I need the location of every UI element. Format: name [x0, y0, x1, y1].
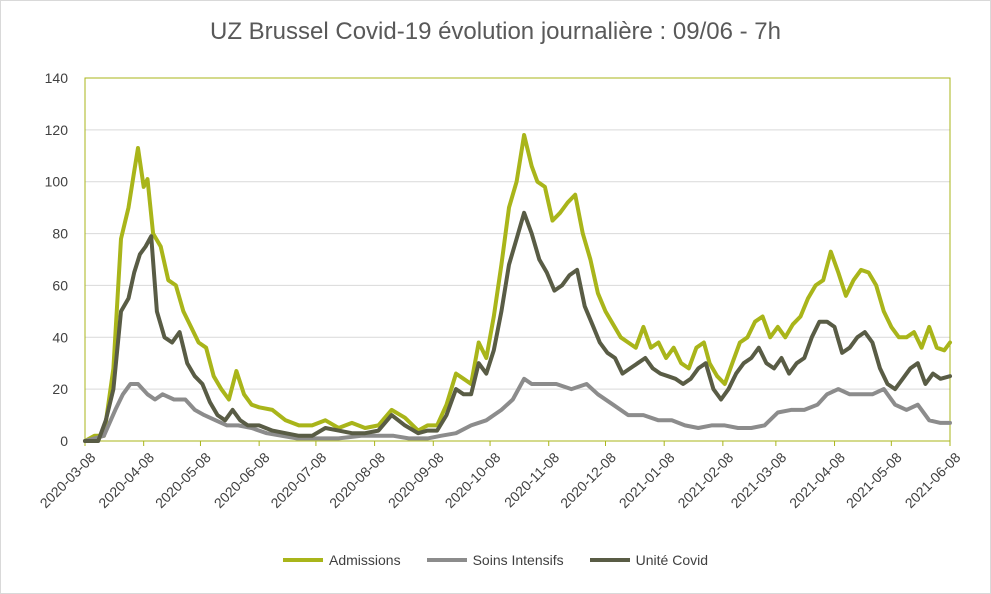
- legend-label: Soins Intensifs: [472, 552, 564, 568]
- x-tick-label: 2021-06-08: [902, 449, 964, 511]
- legend-swatch: [589, 558, 630, 562]
- legend-label: Unité Covid: [635, 552, 709, 568]
- x-tick-label: 2020-11-08: [501, 449, 562, 510]
- x-tick-label: 2020-09-08: [385, 449, 447, 511]
- legend-item: Soins Intensifs: [426, 552, 564, 568]
- x-tick-label: 2021-05-08: [843, 449, 905, 511]
- series-line-admissions: [83, 133, 952, 443]
- x-tick-label: 2021-04-08: [786, 449, 848, 511]
- x-tick-label: 2020-08-08: [326, 449, 388, 511]
- legend: Admissions Soins Intensifs Unité Covid: [0, 552, 991, 568]
- x-tick-label: 2020-03-08: [37, 449, 99, 511]
- y-tick-label: 60: [52, 277, 68, 293]
- y-tick-label: 100: [45, 174, 69, 190]
- x-tick-label: 2020-10-08: [442, 449, 504, 511]
- x-tick-label: 2020-12-08: [557, 449, 619, 511]
- x-tick-label: 2021-02-08: [674, 449, 736, 511]
- x-tick-label: 2020-06-08: [211, 449, 273, 511]
- x-tick-label: 2021-03-08: [727, 449, 789, 511]
- chart-title: UZ Brussel Covid-19 évolution journalièr…: [210, 18, 781, 45]
- y-tick-label: 120: [45, 122, 69, 138]
- legend-item: Admissions: [282, 552, 401, 568]
- y-tick-label: 40: [52, 329, 68, 345]
- legend-swatch: [426, 558, 467, 562]
- series-line-soins-intensifs: [83, 376, 952, 443]
- series-line-unit-covid: [83, 210, 952, 443]
- legend-item: Unité Covid: [589, 552, 709, 568]
- x-tick-label: 2021-01-08: [616, 449, 678, 511]
- x-tick-label: 2020-07-08: [267, 449, 329, 511]
- legend-label: Admissions: [328, 552, 401, 568]
- y-tick-label: 20: [52, 381, 68, 397]
- legend-swatch: [282, 558, 323, 562]
- x-axis-ticks: 2020-03-082020-04-082020-05-082020-06-08…: [37, 441, 964, 511]
- x-tick-label: 2020-05-08: [152, 449, 214, 511]
- x-tick-label: 2020-04-08: [95, 449, 157, 511]
- y-tick-label: 0: [60, 433, 68, 449]
- y-tick-label: 80: [52, 226, 68, 242]
- plot-area-border: [84, 77, 951, 442]
- series-lines: [83, 133, 952, 443]
- y-tick-label: 140: [45, 70, 69, 86]
- y-axis-ticks: 0 20 40 60 80 100 120 140: [45, 70, 69, 449]
